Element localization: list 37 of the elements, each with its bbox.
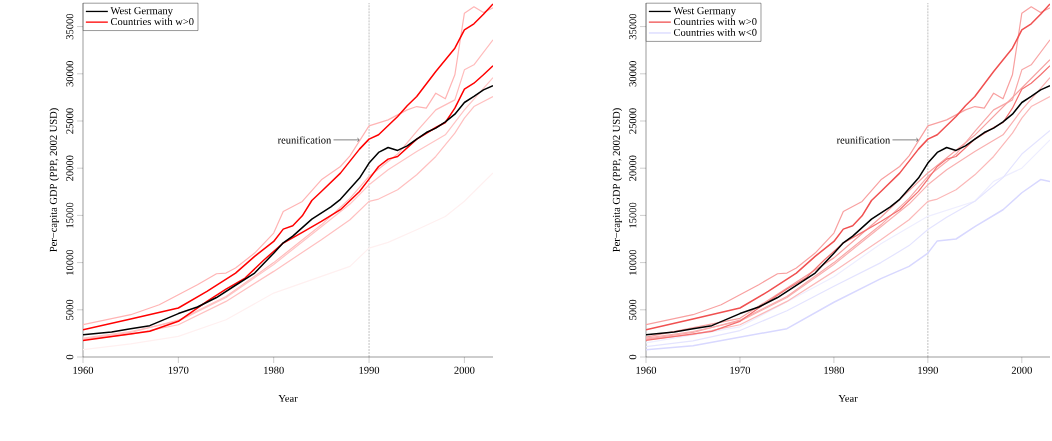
x-tick-label: 1990 (359, 366, 380, 374)
annotation: reunification (836, 136, 891, 144)
legend-label: West Germany (673, 7, 736, 17)
x-tick-label: 1960 (73, 366, 94, 374)
x-tick-label: 1990 (918, 366, 938, 374)
x-axis-title: Year (838, 394, 858, 402)
legend-label: Countries with w>0 (673, 17, 757, 26)
y-tick-label: 5000 (629, 299, 637, 320)
y-axis-title: Per−capita GDP (PPP, 2002 USD) (612, 108, 623, 252)
x-tick-label: 2000 (1011, 366, 1032, 374)
annotation: reunification (277, 136, 332, 144)
y-tick-label: 35000 (66, 13, 74, 40)
y-tick-label: 5000 (66, 299, 74, 320)
x-tick-label: 2000 (454, 366, 475, 374)
x-tick-label: 1970 (168, 366, 189, 374)
legend-label: West Germany (110, 7, 173, 17)
y-tick-label: 20000 (629, 155, 637, 181)
y-tick-label: 15000 (66, 202, 74, 228)
x-tick-label: 1970 (730, 366, 751, 374)
y-tick-label: 25000 (629, 108, 637, 134)
legend-label: Countries with w<0 (673, 28, 757, 36)
y-tick-label: 25000 (66, 108, 74, 134)
x-tick-label: 1980 (824, 366, 845, 374)
y-tick-label: 20000 (66, 155, 74, 181)
y-tick-label: 10000 (629, 249, 637, 275)
y-tick-label: 30000 (629, 61, 637, 87)
y-tick-label: 15000 (629, 202, 637, 228)
y-tick-label: 0 (629, 354, 637, 360)
y-tick-label: 30000 (66, 61, 74, 87)
y-tick-label: 0 (66, 354, 74, 360)
y-axis-title: Per−capita GDP (PPP, 2002 USD) (49, 108, 60, 252)
x-tick-label: 1980 (264, 366, 284, 374)
x-axis-title: Year (278, 394, 298, 402)
legend-label: Countries with w>0 (110, 17, 194, 26)
x-tick-label: 1960 (636, 366, 657, 374)
y-tick-label: 10000 (66, 249, 74, 275)
y-tick-label: 35000 (629, 13, 637, 40)
